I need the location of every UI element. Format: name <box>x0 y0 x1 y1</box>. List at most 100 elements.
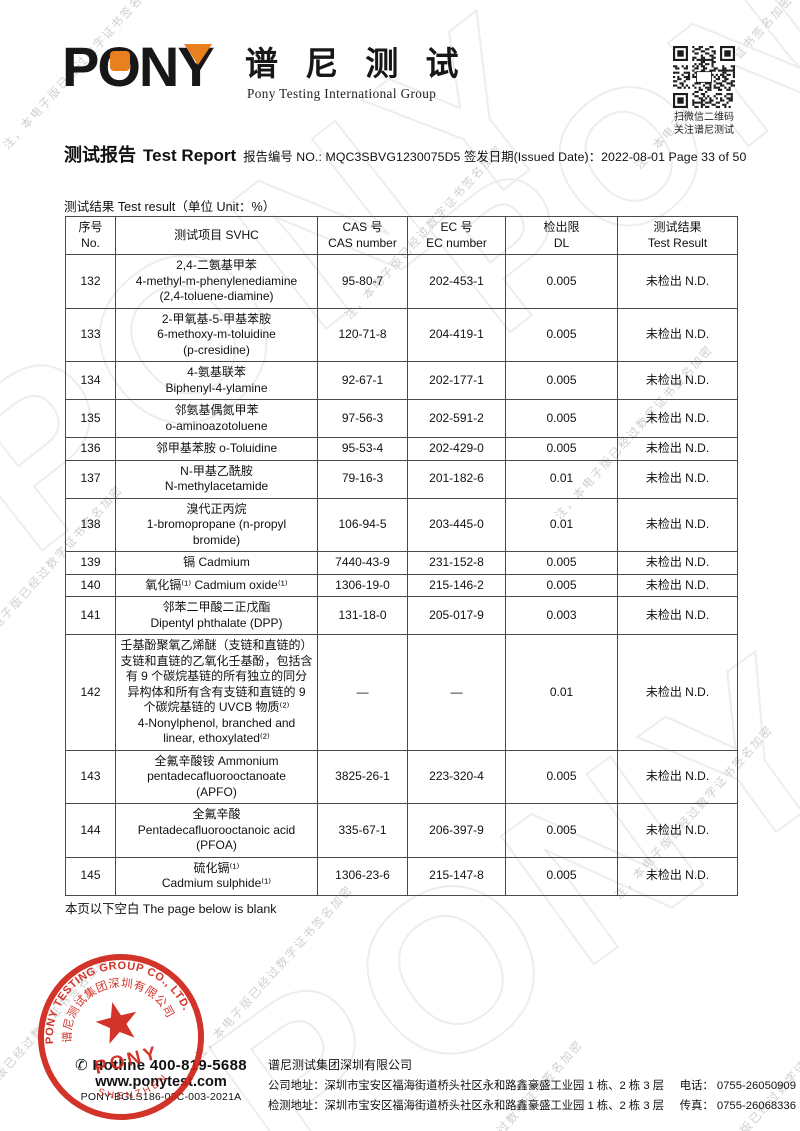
cell-detection-limit: 0.003 <box>505 596 618 635</box>
cell-test-result: 未检出 N.D. <box>617 856 738 896</box>
cell-detection-limit: 0.005 <box>505 399 618 438</box>
phone-icon: ✆ <box>75 1057 88 1074</box>
cell-no: 139 <box>65 551 116 575</box>
results-table-wrap: 序号 No. 测试项目 SVHC CAS 号 CAS number EC 号 E… <box>65 216 738 917</box>
table-row: 136 邻甲基苯胺 o-Toluidine 95-53-4 202-429-0 … <box>65 437 738 461</box>
results-table: 序号 No. 测试项目 SVHC CAS 号 CAS number EC 号 E… <box>65 216 738 896</box>
cell-detection-limit: 0.005 <box>505 749 618 804</box>
qr-code <box>673 46 735 108</box>
cell-detection-limit: 0.01 <box>505 497 618 552</box>
company-address-line: 公司地址： 深圳市宝安区福海街道桥头社区永和路鑫豪盛工业园 1 栋、2 栋 3 … <box>268 1076 796 1096</box>
hotline-block: ✆ Hotline 400-819-5688 www.ponytest.com … <box>56 1056 266 1103</box>
table-row: 143 全氟辛酸铵 Ammonium pentadecafluorooctano… <box>65 749 738 804</box>
qr-block: 扫微信二维码 关注谱尼测试 <box>666 46 742 137</box>
qr-caption-line1: 扫微信二维码 <box>674 112 734 123</box>
table-row: 139 镉 Cadmium 7440-43-9 231-152-8 0.005 … <box>65 551 738 575</box>
report-title-zh: 测试报告 <box>64 145 136 165</box>
cell-no: 141 <box>65 596 116 635</box>
cell-ec-number: 204-419-1 <box>407 307 506 362</box>
document-code: PONY-BGLS186-03C-003-2021A <box>80 1091 242 1103</box>
header-test-item: 测试项目 SVHC <box>115 216 318 255</box>
cell-cas-number: 92-67-1 <box>317 361 408 400</box>
cell-ec-number: 231-152-8 <box>407 551 506 575</box>
pony-logo: PONY 谱 尼 测 试 Pony Testing International … <box>62 35 468 101</box>
logo-chinese-name: 谱 尼 测 试 <box>245 45 468 82</box>
cell-ec-number: 202-177-1 <box>407 361 506 400</box>
cell-cas-number: 1306-19-0 <box>317 573 408 597</box>
cell-detection-limit: 0.005 <box>505 551 618 575</box>
cell-no: 140 <box>65 573 116 597</box>
qr-caption-line2: 关注谱尼测试 <box>674 125 734 136</box>
testing-address-line: 检测地址： 深圳市宝安区福海街道桥头社区永和路鑫豪盛工业园 1 栋、2 栋 3 … <box>268 1096 796 1116</box>
cell-cas-number: 97-56-3 <box>317 399 408 438</box>
cell-substance-name: 邻甲基苯胺 o-Toluidine <box>115 437 318 461</box>
table-row: 142 壬基酚聚氧乙烯醚（支链和直链的）支链和直链的乙氧化壬基酚，包括含有 9 … <box>65 634 738 751</box>
cell-ec-number: — <box>407 634 506 751</box>
cell-test-result: 未检出 N.D. <box>617 803 738 858</box>
cell-test-result: 未检出 N.D. <box>617 307 738 362</box>
section-label: 测试结果 Test result（单位 Unit：%） <box>64 200 276 214</box>
cell-detection-limit: 0.005 <box>505 573 618 597</box>
cell-detection-limit: 0.005 <box>505 437 618 461</box>
table-row: 132 2,4-二氨基甲苯 4-methyl-m-phenylenediamin… <box>65 254 738 309</box>
cell-cas-number: 3825-26-1 <box>317 749 408 804</box>
cell-ec-number: 215-146-2 <box>407 573 506 597</box>
cell-cas-number: — <box>317 634 408 751</box>
cell-test-result: 未检出 N.D. <box>617 437 738 461</box>
address-label: 公司地址： <box>268 1080 325 1092</box>
cell-detection-limit: 0.005 <box>505 361 618 400</box>
cell-ec-number: 202-591-2 <box>407 399 506 438</box>
cell-ec-number: 202-429-0 <box>407 437 506 461</box>
seal-center-text: PONY <box>92 1043 161 1079</box>
fax-value: 0755-26068336 <box>716 1100 796 1112</box>
cell-substance-name: 2,4-二氨基甲苯 4-methyl-m-phenylenediamine (2… <box>115 254 318 309</box>
table-row: 141 邻苯二甲酸二正戊酯 Dipentyl phthalate (DPP) 1… <box>65 596 738 635</box>
address-value: 深圳市宝安区福海街道桥头社区永和路鑫豪盛工业园 1 栋、2 栋 3 层 <box>324 1100 665 1112</box>
table-row: 138 溴代正丙烷 1-bromopropane (n-propyl bromi… <box>65 497 738 552</box>
table-row: 140 氧化镉⁽¹⁾ Cadmium oxide⁽¹⁾ 1306-19-0 21… <box>65 573 738 597</box>
address-value: 深圳市宝安区福海街道桥头社区永和路鑫豪盛工业园 1 栋、2 栋 3 层 <box>324 1080 665 1092</box>
cell-test-result: 未检出 N.D. <box>617 634 738 751</box>
cell-substance-name: 溴代正丙烷 1-bromopropane (n-propyl bromide) <box>115 497 318 552</box>
cell-no: 144 <box>65 803 116 858</box>
title-row: 测试报告 Test Report 报告编号 NO.: MQC3SBVG12300… <box>64 141 760 167</box>
cell-no: 134 <box>65 361 116 400</box>
cell-no: 145 <box>65 856 116 896</box>
cell-no: 133 <box>65 307 116 362</box>
table-header-row: 序号 No. 测试项目 SVHC CAS 号 CAS number EC 号 E… <box>65 216 738 255</box>
cell-cas-number: 79-16-3 <box>317 459 408 499</box>
cell-ec-number: 201-182-6 <box>407 459 506 499</box>
cell-cas-number: 335-67-1 <box>317 803 408 858</box>
cell-cas-number: 1306-23-6 <box>317 856 408 896</box>
cell-substance-name: N-甲基乙酰胺 N-methylacetamide <box>115 459 318 499</box>
cell-detection-limit: 0.01 <box>505 634 618 751</box>
header-cas-number: CAS 号 CAS number <box>317 216 408 255</box>
cell-substance-name: 2-甲氧基-5-甲基苯胺 6-methoxy-m-toluidine (p-cr… <box>115 307 318 362</box>
cell-substance-name: 全氟辛酸 Pentadecafluorooctanoic acid (PFOA) <box>115 803 318 858</box>
cell-substance-name: 全氟辛酸铵 Ammonium pentadecafluorooctanoate … <box>115 749 318 804</box>
header-detection-limit: 检出限 DL <box>505 216 618 255</box>
cell-test-result: 未检出 N.D. <box>617 459 738 499</box>
cell-test-result: 未检出 N.D. <box>617 596 738 635</box>
cell-no: 138 <box>65 497 116 552</box>
website-link[interactable]: www.ponytest.com <box>95 1074 227 1090</box>
cell-substance-name: 硫化镉⁽¹⁾ Cadmium sulphide⁽¹⁾ <box>115 856 318 896</box>
cell-ec-number: 215-147-8 <box>407 856 506 896</box>
company-info-block: 谱尼测试集团深圳有限公司 公司地址： 深圳市宝安区福海街道桥头社区永和路鑫豪盛工… <box>268 1056 796 1116</box>
phone-value: 0755-26050909 <box>716 1080 796 1092</box>
company-seal: PONY TESTING GROUP CO., LTD. 谱尼测试集团深圳有限公… <box>28 944 204 1120</box>
table-row: 145 硫化镉⁽¹⁾ Cadmium sulphide⁽¹⁾ 1306-23-6… <box>65 856 738 896</box>
hotline-number: Hotline 400-819-5688 <box>92 1057 247 1074</box>
phone-label: 电话： <box>679 1080 714 1092</box>
cell-ec-number: 202-453-1 <box>407 254 506 309</box>
cell-test-result: 未检出 N.D. <box>617 551 738 575</box>
fax-label: 传真： <box>679 1100 714 1112</box>
header-ec-number: EC 号 EC number <box>407 216 506 255</box>
cell-substance-name: 邻苯二甲酸二正戊酯 Dipentyl phthalate (DPP) <box>115 596 318 635</box>
blank-page-note: 本页以下空白 The page below is blank <box>65 901 277 916</box>
cell-no: 136 <box>65 437 116 461</box>
table-row: 144 全氟辛酸 Pentadecafluorooctanoic acid (P… <box>65 803 738 858</box>
cell-cas-number: 106-94-5 <box>317 497 408 552</box>
cell-test-result: 未检出 N.D. <box>617 497 738 552</box>
